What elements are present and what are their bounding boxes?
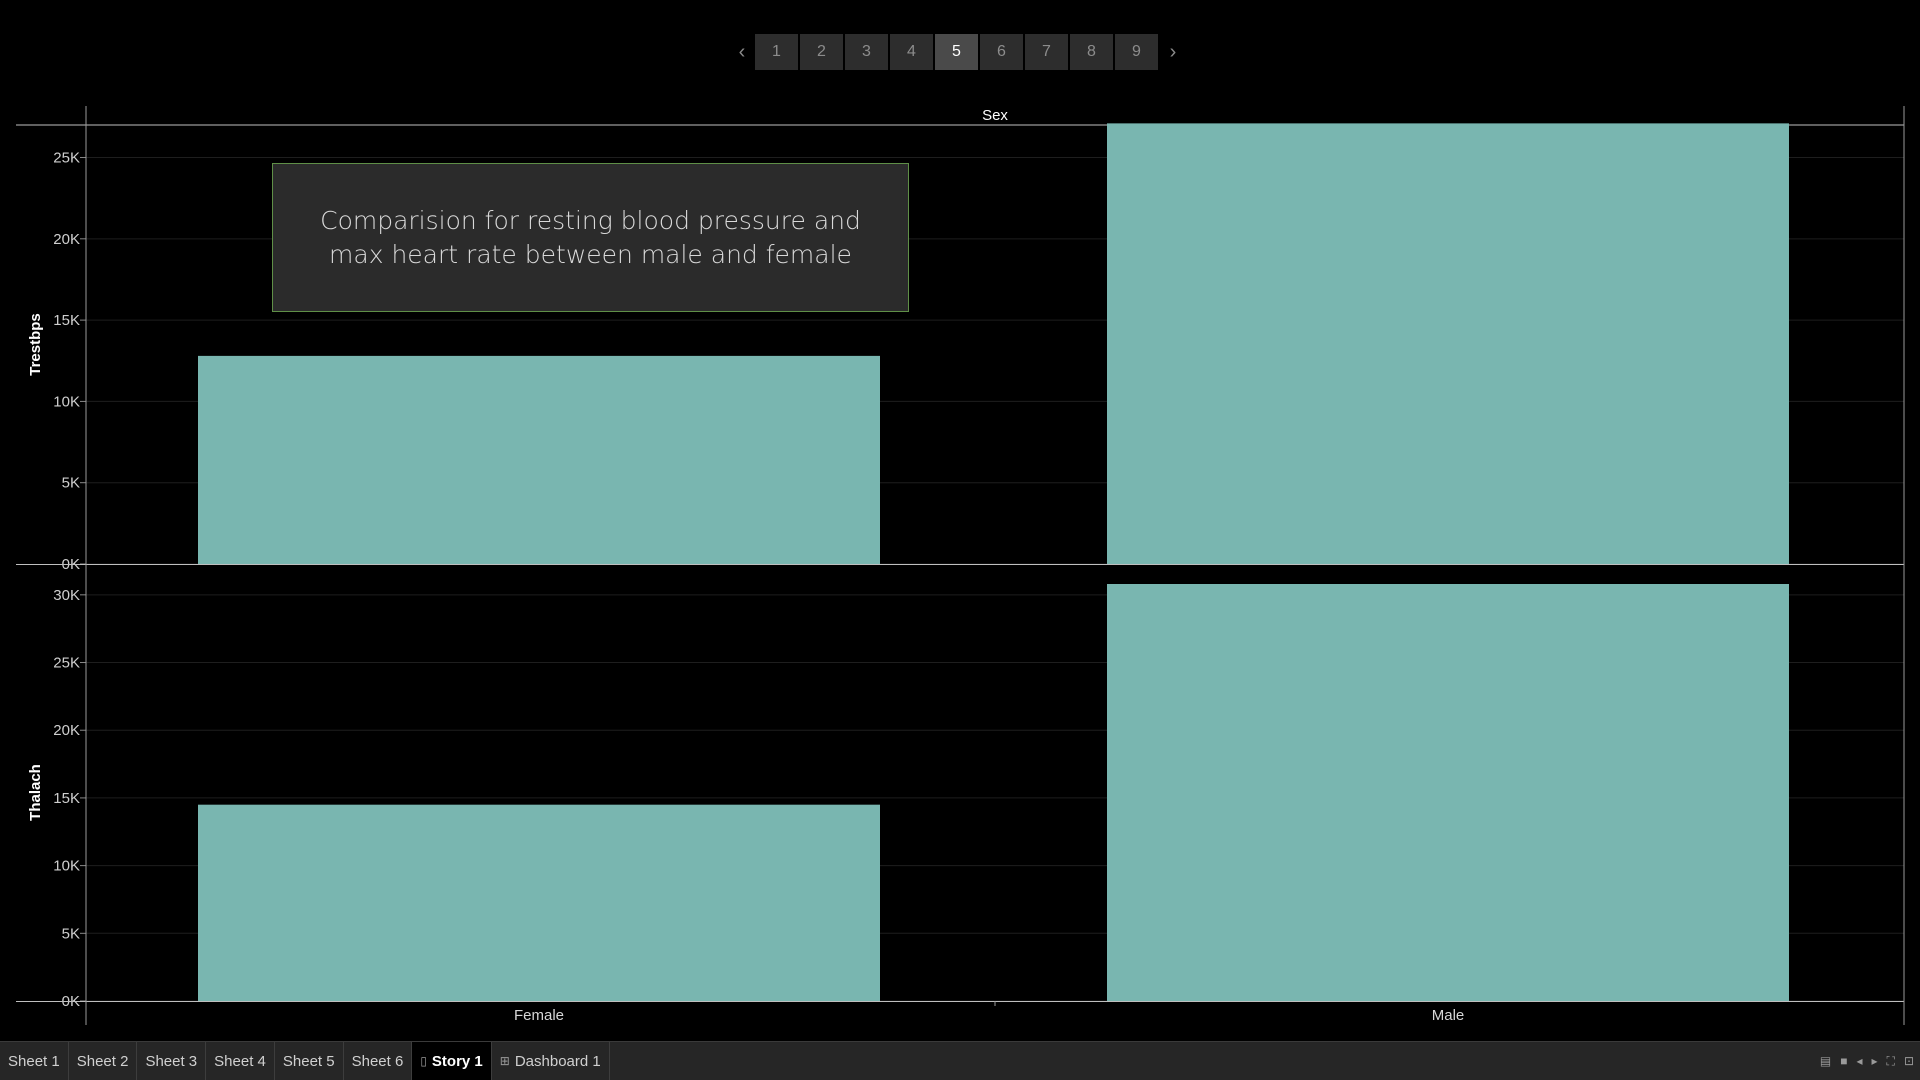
y-axis-title: Thalach bbox=[27, 764, 44, 821]
tab-label: Sheet 5 bbox=[282, 1052, 335, 1070]
y-tick-label: 5K bbox=[62, 475, 80, 492]
sheet-tab-sheet-5[interactable]: Sheet 5 bbox=[275, 1042, 344, 1080]
story-caption[interactable]: Comparision for resting blood pressure a… bbox=[272, 163, 909, 312]
tab-label: Sheet 4 bbox=[214, 1052, 266, 1070]
y-tick-label: 10K bbox=[53, 393, 80, 410]
tab-list: Sheet 1 Sheet 2 Sheet 3 Sheet 4 Sheet 5 Sheet… bbox=[0, 1042, 610, 1080]
y-tick-label: 25K bbox=[53, 655, 80, 672]
bar-thalach-female bbox=[198, 804, 880, 1001]
page-button-4[interactable]: 4 bbox=[890, 34, 933, 70]
y-tick-label: 20K bbox=[53, 231, 80, 248]
sheet-tab-sheet-4[interactable]: Sheet 4 bbox=[206, 1042, 275, 1080]
page-button-1[interactable]: 1 bbox=[755, 34, 798, 70]
column-header: Sex bbox=[982, 107, 1008, 124]
prev-page-button[interactable]: ‹ bbox=[738, 40, 746, 63]
tab-label: Sheet 3 bbox=[145, 1052, 198, 1070]
view-tools: ▤ ■ ◂ ▸ ⛶ ⊡ bbox=[1820, 1042, 1914, 1080]
sheet-tab-sheet-1[interactable]: Sheet 1 bbox=[0, 1042, 69, 1080]
sheet-tab-story-1[interactable]: ▯ Story 1 bbox=[412, 1042, 492, 1080]
x-category-label: Female bbox=[514, 1007, 564, 1024]
y-tick-label: 10K bbox=[53, 858, 80, 875]
y-tick-label: 15K bbox=[53, 312, 80, 329]
tab-label: Sheet 1 bbox=[8, 1052, 60, 1070]
x-category-label: Male bbox=[1432, 1007, 1465, 1024]
sheet-tab-sheet-2[interactable]: Sheet 2 bbox=[69, 1042, 138, 1080]
dashboard-icon: ⊞ bbox=[499, 1054, 510, 1068]
fullscreen-icon[interactable]: ⛶ bbox=[1886, 1053, 1895, 1068]
caption-text: Comparision for resting blood pressure a… bbox=[320, 205, 861, 269]
tab-label: Story 1 bbox=[431, 1052, 483, 1070]
story-icon: ▯ bbox=[420, 1054, 427, 1068]
next-page-button[interactable]: › bbox=[1169, 40, 1177, 63]
y-tick-label: 20K bbox=[53, 722, 80, 739]
y-tick-label: 15K bbox=[53, 790, 80, 807]
y-tick-label: 30K bbox=[53, 587, 80, 604]
tab-label: Dashboard 1 bbox=[514, 1052, 601, 1070]
page-button-8[interactable]: 8 bbox=[1070, 34, 1113, 70]
next-sheet-icon[interactable]: ▸ bbox=[1871, 1054, 1878, 1068]
tab-label: Sheet 6 bbox=[351, 1052, 404, 1070]
page-button-6[interactable]: 6 bbox=[980, 34, 1023, 70]
page-button-5[interactable]: 5 bbox=[935, 34, 978, 70]
page-button-2[interactable]: 2 bbox=[800, 34, 843, 70]
sheet-tab-dashboard-1[interactable]: ⊞ Dashboard 1 bbox=[492, 1042, 610, 1080]
y-tick-label: 25K bbox=[53, 150, 80, 167]
bar-thalach-male bbox=[1107, 584, 1789, 1001]
show-filmstrip-icon[interactable]: ▤ bbox=[1819, 1054, 1832, 1068]
sheet-tab-sheet-6[interactable]: Sheet 6 bbox=[344, 1042, 413, 1080]
sheet-tab-sheet-3[interactable]: Sheet 3 bbox=[137, 1042, 207, 1080]
tab-label: Sheet 2 bbox=[76, 1052, 129, 1070]
show-tabs-icon[interactable]: ■ bbox=[1840, 1054, 1848, 1068]
page-button-9[interactable]: 9 bbox=[1115, 34, 1158, 70]
y-tick-label: 5K bbox=[62, 925, 80, 942]
y-axis-title: Trestbps bbox=[27, 313, 44, 376]
page-button-3[interactable]: 3 bbox=[845, 34, 888, 70]
page-button-7[interactable]: 7 bbox=[1025, 34, 1068, 70]
bar-chart: Sex0K5K10K15K20K25KTrestbps0K5K10K15K20K… bbox=[16, 106, 1905, 1025]
bar-trestbps-female bbox=[198, 355, 880, 564]
bar-trestbps-male bbox=[1107, 123, 1789, 564]
sheet-tab-bar: Sheet 1 Sheet 2 Sheet 3 Sheet 4 Sheet 5 Sheet… bbox=[0, 1041, 1920, 1080]
previous-sheet-icon[interactable]: ◂ bbox=[1856, 1054, 1863, 1068]
presentation-mode-icon[interactable]: ⊡ bbox=[1903, 1054, 1914, 1068]
